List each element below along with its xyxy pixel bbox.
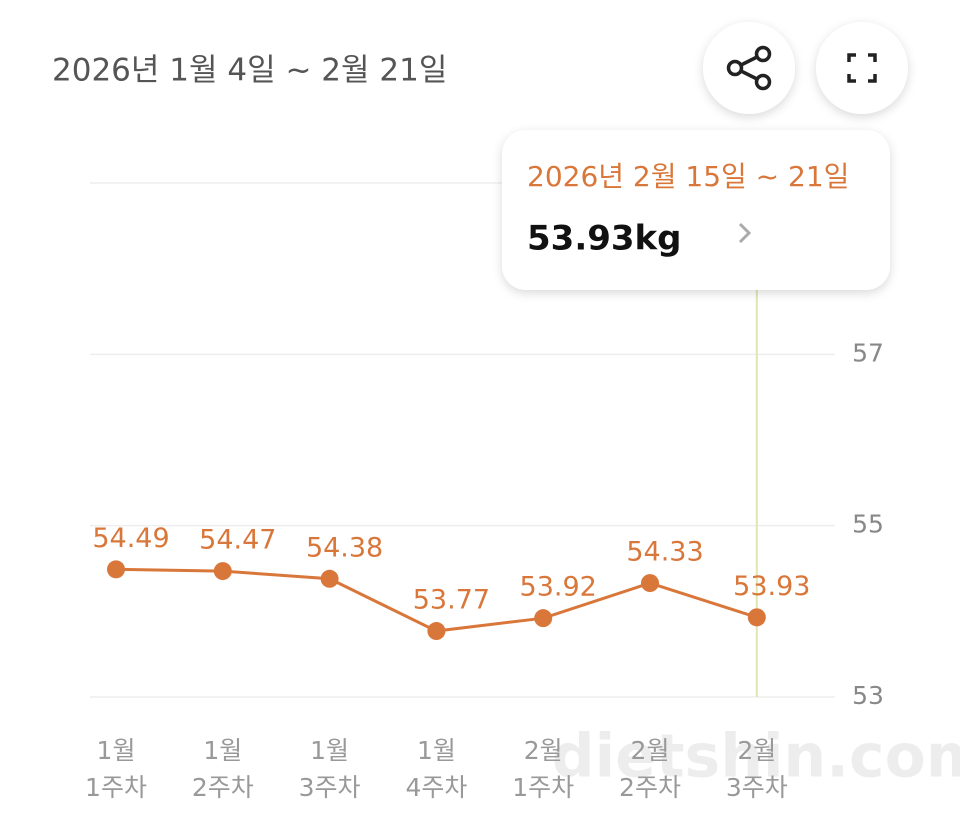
chart-title: 2026년 1월 4일 ~ 2월 21일 [52, 53, 447, 89]
x-tick-label: 2주차 [619, 773, 681, 802]
data-label: 53.77 [413, 585, 490, 616]
x-tick-label: 1월 [310, 736, 349, 765]
x-tick-label: 2월 [524, 736, 563, 765]
data-label: 54.33 [626, 537, 703, 568]
x-tick-label: 1주차 [85, 773, 147, 802]
tooltip[interactable]: 2026년 2월 15일 ~ 21일 53.93kg [502, 130, 890, 290]
data-label: 54.38 [306, 532, 383, 563]
data-label: 54.47 [199, 525, 276, 556]
y-tick-label: 57 [852, 338, 884, 367]
share-button[interactable] [703, 22, 795, 114]
y-tick-label: 55 [852, 510, 884, 539]
x-tick-label: 4주차 [405, 773, 467, 802]
point [534, 609, 553, 628]
x-tick-label: 3주차 [299, 773, 361, 802]
data-label: 53.92 [520, 572, 597, 603]
point [213, 562, 232, 581]
tooltip-value: 53.93kg [527, 219, 682, 259]
tooltip-title: 2026년 2월 15일 ~ 21일 [527, 160, 849, 193]
x-tick-label: 2월 [737, 736, 776, 765]
x-tick-label: 3주차 [726, 773, 788, 802]
x-tick-label: 2주차 [192, 773, 254, 802]
x-tick-label: 1월 [417, 736, 456, 765]
fullscreen-button[interactable] [816, 22, 908, 114]
data-label: 53.93 [733, 571, 810, 602]
point [107, 560, 125, 579]
x-tick-label: 2월 [631, 736, 670, 765]
point [641, 574, 659, 593]
y-tick-label: 53 [852, 681, 884, 710]
x-tick-label: 1주차 [512, 773, 574, 802]
watermark: dietshin.com [552, 722, 960, 792]
point [747, 608, 766, 627]
x-tick-label: 1월 [97, 736, 136, 765]
data-label: 54.49 [92, 523, 169, 554]
point [320, 569, 339, 588]
x-tick-label: 1월 [203, 736, 242, 765]
point [427, 622, 446, 641]
